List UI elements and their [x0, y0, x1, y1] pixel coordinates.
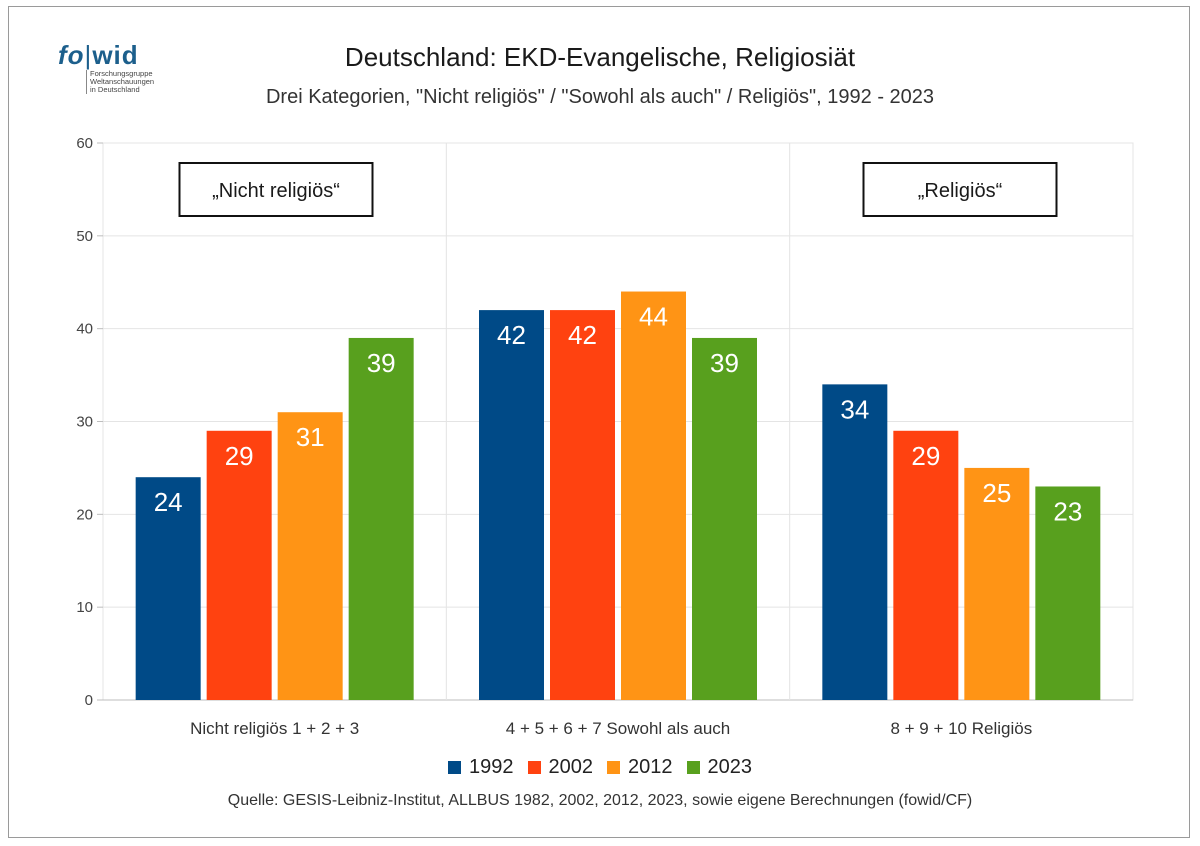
logo-line-1: Forschungsgruppe: [90, 69, 153, 78]
logo-wid: wid: [92, 40, 139, 70]
legend-label: 2023: [707, 756, 753, 778]
bar-value-label: 29: [225, 441, 254, 471]
logo-wordmark: fo|wid: [58, 42, 154, 68]
bar-2012: [964, 467, 1030, 700]
legend: 1992 2002 2012 2023: [0, 756, 1200, 779]
logo-bar: |: [84, 40, 93, 70]
source-note: Quelle: GESIS-Leibniz-Institut, ALLBUS 1…: [227, 792, 973, 809]
logo-line-3: in Deutschland: [90, 85, 140, 94]
bar-value-label: 34: [840, 394, 869, 424]
chart-subtitle: Drei Kategorien, "Nicht religiös" / "Sow…: [265, 86, 935, 108]
bar-2002: [893, 430, 959, 700]
bar-value-label: 23: [1053, 496, 1082, 526]
y-tick-label: 50: [76, 228, 93, 245]
bar-1992: [822, 384, 888, 700]
legend-item: 1992: [448, 756, 514, 779]
bar-value-label: 39: [710, 348, 739, 378]
y-tick-label: 20: [76, 506, 93, 523]
bar-2023: [692, 337, 757, 700]
bar-2012: [621, 291, 686, 700]
logo-line-2: Weltanschauungen: [90, 77, 155, 86]
annotation-label: „Nicht religiös“: [212, 180, 340, 202]
chart-title: Deutschland: EKD-Evangelische, Religiosi…: [344, 42, 856, 72]
legend-swatch: [527, 761, 541, 774]
legend-item: 2002: [527, 756, 594, 779]
bar-2012: [277, 412, 343, 700]
annotation-label: „Religiös“: [918, 180, 1002, 202]
y-tick-label: 30: [76, 414, 93, 431]
legend-swatch: [607, 761, 620, 774]
category-label: Nicht religiös 1 + 2 + 3: [190, 719, 359, 738]
annotation-box: [862, 162, 1058, 217]
bar-value-label: 25: [982, 478, 1011, 508]
bar-value-label: 39: [367, 348, 396, 378]
bar-1992: [479, 310, 544, 700]
legend-item: 2023: [686, 756, 753, 779]
annotation-box: [178, 162, 374, 217]
bar-2023: [348, 337, 414, 700]
y-tick-label: 10: [76, 599, 93, 616]
bar-2023: [1035, 486, 1101, 700]
bar-2002: [550, 310, 615, 700]
logo-fo: fo: [58, 40, 85, 70]
category-label: 8 + 9 + 10 Religiös: [890, 719, 1032, 738]
legend-swatch: [448, 761, 461, 774]
bar-2002: [206, 430, 272, 700]
fowid-logo: fo|wid Forschungsgruppe Weltanschauungen…: [58, 42, 154, 94]
bar-value-label: 44: [639, 302, 668, 332]
bar-value-label: 42: [497, 320, 526, 350]
bar-1992: [135, 477, 201, 700]
legend-label: 1992: [469, 756, 514, 778]
legend-label: 2002: [548, 756, 594, 778]
legend-swatch: [686, 761, 700, 774]
bar-value-label: 42: [568, 320, 597, 350]
legend-item: 2012: [607, 756, 673, 779]
logo-subtitle: Forschungsgruppe Weltanschauungen in Deu…: [86, 70, 154, 94]
y-tick-label: 40: [76, 321, 93, 338]
bar-value-label: 31: [296, 422, 325, 452]
y-tick-label: 60: [76, 135, 93, 152]
y-tick-label: 0: [85, 692, 93, 709]
bar-value-label: 29: [911, 441, 940, 471]
legend-label: 2012: [628, 756, 673, 778]
category-label: 4 + 5 + 6 + 7 Sowohl als auch: [506, 719, 730, 738]
bar-value-label: 24: [154, 487, 183, 517]
